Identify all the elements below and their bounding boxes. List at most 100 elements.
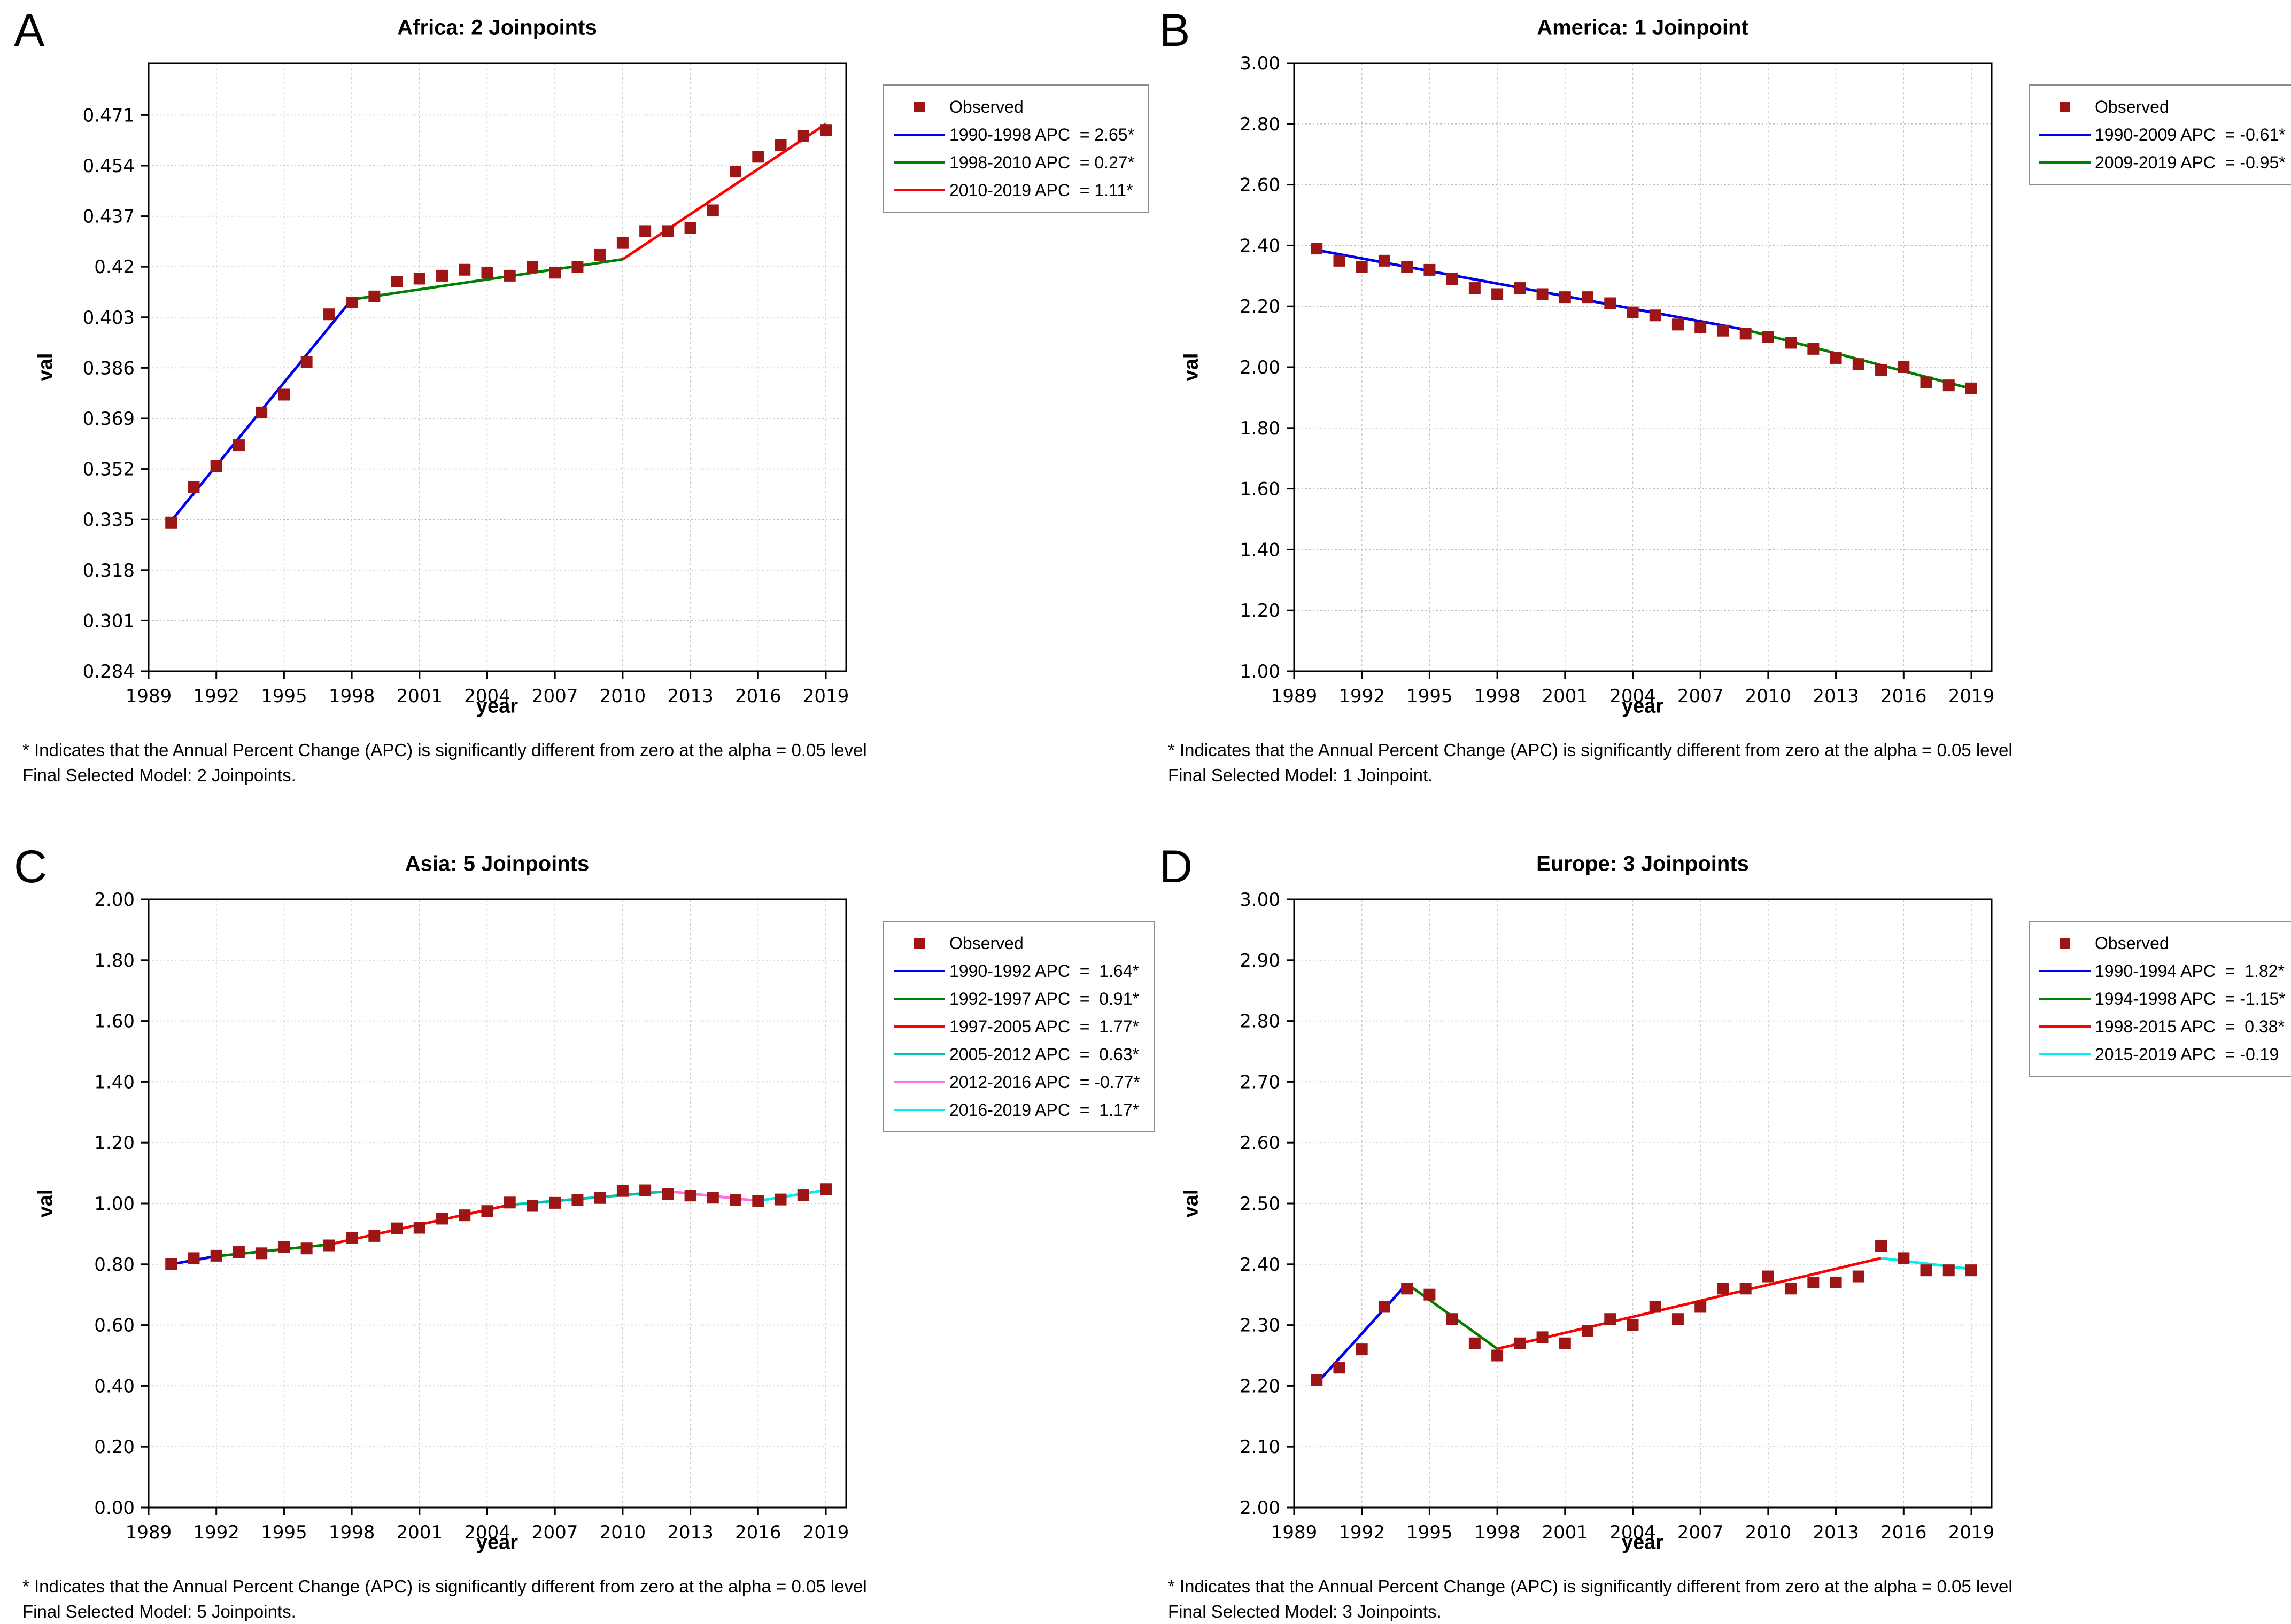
- y-tick-label: 2.00: [1240, 1497, 1280, 1519]
- y-axis-label: val: [34, 1189, 57, 1218]
- observed-point: [819, 1183, 832, 1195]
- observed-point: [1920, 1264, 1932, 1277]
- x-tick-label: 2001: [1542, 686, 1589, 707]
- x-tick-label: 2004: [464, 1522, 510, 1543]
- y-tick-label: 2.80: [1240, 1011, 1280, 1032]
- x-tick-label: 2013: [1813, 1522, 1859, 1543]
- observed-point: [165, 1258, 177, 1270]
- observed-point: [1785, 337, 1797, 349]
- y-tick-label: 3.00: [1240, 889, 1280, 911]
- legend-swatch-cell: [2035, 938, 2095, 949]
- observed-point: [504, 1196, 516, 1209]
- segment-line-swatch: [2039, 998, 2091, 1000]
- y-tick-label: 0.403: [83, 307, 135, 329]
- observed-point: [1898, 361, 1910, 373]
- y-tick-label: 0.352: [83, 459, 135, 480]
- observed-point: [1401, 1283, 1413, 1295]
- observed-point: [256, 1247, 268, 1260]
- observed-point: [233, 439, 245, 452]
- observed-point: [278, 388, 290, 401]
- observed-point: [300, 1242, 313, 1255]
- legend-swatch-cell: [2035, 102, 2095, 112]
- observed-point: [1559, 1337, 1571, 1349]
- panel-letter: B: [1159, 5, 1190, 56]
- x-tick-label: 2019: [1948, 1522, 1995, 1543]
- observed-point: [481, 1205, 493, 1217]
- chart-canvas: 1989 1992 1995 1998 2001 2004 2007 2010 2013 2016…: [1240, 889, 1995, 1543]
- legend-segment-row: 1997-2005 APC = 1.77*: [889, 1013, 1140, 1040]
- segment-line-swatch: [894, 161, 945, 164]
- y-tick-label: 2.70: [1240, 1071, 1280, 1093]
- observed-point: [1446, 1313, 1458, 1325]
- x-tick-label: 1995: [261, 686, 307, 707]
- legend-label: Observed: [949, 933, 1024, 953]
- x-tick-label: 1989: [1271, 1522, 1318, 1543]
- segment-line-swatch: [2039, 134, 2091, 136]
- x-axis-label: year: [1621, 1531, 1664, 1554]
- legend-segment-row: 1990-2009 APC = -0.61*: [2035, 121, 2286, 149]
- x-tick-label: 2016: [1880, 686, 1927, 707]
- observed-point: [1536, 288, 1549, 300]
- y-tick-label: 0.369: [83, 408, 135, 430]
- x-tick-label: 1995: [1406, 686, 1453, 707]
- legend-label: 2010-2019 APC = 1.11*: [949, 180, 1133, 200]
- observed-point: [1446, 273, 1458, 285]
- observed-point: [1694, 322, 1707, 334]
- observed-point: [526, 261, 538, 273]
- y-tick-label: 1.80: [1240, 418, 1280, 439]
- observed-point: [368, 1230, 381, 1242]
- y-tick-label: 1.00: [94, 1193, 135, 1215]
- y-tick-label: 2.60: [1240, 175, 1280, 196]
- x-tick-label: 1998: [329, 1522, 375, 1543]
- observed-point: [1604, 1313, 1616, 1325]
- observed-point: [1739, 1283, 1752, 1295]
- observed-point: [1942, 379, 1955, 392]
- y-tick-label: 1.60: [94, 1011, 135, 1032]
- y-tick-label: 0.80: [94, 1254, 135, 1276]
- y-tick-label: 1.40: [94, 1071, 135, 1093]
- y-tick-label: 2.50: [1240, 1193, 1280, 1215]
- x-tick-label: 2004: [464, 686, 510, 707]
- legend-swatch-cell: [889, 1081, 949, 1083]
- x-tick-label: 2013: [667, 1522, 714, 1543]
- footnote-final-model: Final Selected Model: 5 Joinpoints.: [22, 1602, 296, 1621]
- x-tick-label: 2007: [1677, 1522, 1724, 1543]
- y-tick-label: 2.20: [1240, 1376, 1280, 1397]
- gridlines: [1294, 899, 1992, 1508]
- observed-point: [256, 406, 268, 418]
- footnote-final-model: Final Selected Model: 1 Joinpoint.: [1168, 765, 1433, 785]
- observed-point: [1311, 1374, 1323, 1386]
- observed-point: [549, 1196, 561, 1209]
- observed-point: [1807, 343, 1820, 355]
- observed-point: [188, 480, 200, 493]
- legend-label: 1997-2005 APC = 1.77*: [949, 1016, 1139, 1036]
- legend-swatch-cell: [889, 1025, 949, 1028]
- segment-line: [622, 122, 827, 261]
- chart-title: Africa: 2 Joinpoints: [397, 15, 597, 40]
- x-tick-label: 1989: [1271, 686, 1318, 707]
- observed-point: [797, 130, 809, 142]
- y-tick-label: 0.454: [83, 156, 135, 177]
- legend-label: 2012-2016 APC = -0.77*: [949, 1072, 1140, 1092]
- observed-point: [1559, 291, 1571, 304]
- observed-point: [368, 290, 381, 302]
- observed-point: [436, 1213, 448, 1225]
- y-tick-label: 2.30: [1240, 1315, 1280, 1337]
- segment-line-swatch: [894, 1025, 945, 1028]
- panel-africa: A Africa: 2 Joinpoints 1989 1992 1995 1998 2…: [0, 0, 1150, 785]
- observed-point: [594, 1192, 606, 1204]
- observed-point: [1356, 261, 1368, 273]
- legend-segment-row: 1990-1998 APC = 2.65*: [889, 121, 1134, 149]
- x-tick-label: 1992: [193, 686, 239, 707]
- legend-label: Observed: [949, 97, 1024, 116]
- observed-point: [1378, 1301, 1390, 1313]
- axis-ticks: 1989 1992 1995 1998 2001 2004 2007 2010 2013 2016…: [1240, 53, 1994, 707]
- legend-swatch-cell: [2035, 161, 2095, 164]
- observed-point: [346, 296, 358, 308]
- segment-line-swatch: [894, 970, 945, 972]
- legend-segment-row: 2009-2019 APC = -0.95*: [2035, 149, 2286, 176]
- x-tick-label: 2016: [735, 1522, 781, 1543]
- segment-line-swatch: [894, 998, 945, 1000]
- observed-point: [413, 273, 425, 285]
- observed-point: [413, 1222, 425, 1234]
